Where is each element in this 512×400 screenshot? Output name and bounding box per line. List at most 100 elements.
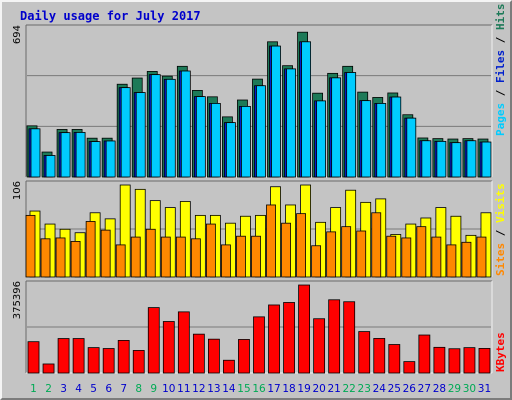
visits-panel-sites-bar-24 xyxy=(371,212,382,278)
day-label-4: 4 xyxy=(75,383,82,395)
side-legend-part: Files xyxy=(494,50,507,83)
kbytes-panel-kbytes-bar-9 xyxy=(147,307,160,374)
hits-panel-hits-bar-9 xyxy=(150,74,161,178)
visits-panel-sites-bar-8 xyxy=(130,236,141,278)
visits-panel-sites-bar-19 xyxy=(296,213,306,278)
day-label-6: 6 xyxy=(105,383,112,395)
side-legend-part: Visits xyxy=(494,183,507,223)
day-label-8: 8 xyxy=(135,383,142,395)
visits-panel-sites-bar-18 xyxy=(281,222,291,278)
day-label-2: 2 xyxy=(45,383,52,395)
visits-panel-sites-bar-28 xyxy=(431,236,442,278)
visits-panel-sites-bar-25 xyxy=(386,235,397,278)
day-label-12: 12 xyxy=(192,383,205,395)
visits-panel-sites-bar-15 xyxy=(236,235,246,278)
day-label-14: 14 xyxy=(222,383,236,395)
kbytes-panel-kbytes-bar-8 xyxy=(132,350,145,374)
day-label-28: 28 xyxy=(433,383,446,395)
chart-title: Daily usage for July 2017 xyxy=(20,9,201,23)
side-legend-hits: Pages / Files / Hits xyxy=(494,4,507,137)
visits-panel-sites-bar-26 xyxy=(401,237,412,278)
side-legend-part: Pages xyxy=(494,103,507,136)
day-label-5: 5 xyxy=(90,383,97,395)
hits-panel-hits-bar-17 xyxy=(271,45,281,178)
day-label-26: 26 xyxy=(403,383,417,395)
kbytes-panel-kbytes-bar-20 xyxy=(313,318,326,374)
visits-panel-sites-bar-27 xyxy=(416,226,427,278)
kbytes-panel-kbytes-bar-23 xyxy=(358,331,371,374)
kbytes-panel-kbytes-bar-10 xyxy=(162,321,175,374)
visits-panel-sites-bar-21 xyxy=(326,231,337,278)
day-label-24: 24 xyxy=(373,383,387,395)
hits-panel-hits-bar-26 xyxy=(406,117,417,178)
kbytes-panel-kbytes-bar-15 xyxy=(238,339,250,374)
day-label-20: 20 xyxy=(312,383,325,395)
visits-panel-sites-bar-3 xyxy=(55,237,66,278)
day-label-29: 29 xyxy=(448,383,461,395)
visits-panel-sites-bar-9 xyxy=(145,228,156,278)
hits-panel-hits-bar-1 xyxy=(30,128,41,178)
day-label-21: 21 xyxy=(327,383,340,395)
hits-panel-max-label: 694 xyxy=(12,25,23,44)
kbytes-panel-kbytes-bar-28 xyxy=(433,346,446,374)
visits-panel-sites-bar-12 xyxy=(190,238,201,278)
hits-panel-hits-bar-18 xyxy=(286,68,296,178)
visits-panel-sites-bar-23 xyxy=(356,230,367,278)
kbytes-panel-kbytes-bar-29 xyxy=(448,348,461,374)
day-label-31: 31 xyxy=(478,383,491,395)
hits-panel-hits-bar-2 xyxy=(45,155,56,178)
kbytes-panel-kbytes-bar-24 xyxy=(373,338,386,374)
visits-panel-sites-bar-14 xyxy=(221,244,231,278)
visits-panel-sites-bar-20 xyxy=(311,245,322,278)
side-legend-part: Sites xyxy=(494,243,507,276)
hits-panel-hits-bar-4 xyxy=(75,132,86,178)
day-label-3: 3 xyxy=(60,383,67,395)
hits-panel-hits-bar-23 xyxy=(361,100,372,178)
side-legend-kbytes: KBytes xyxy=(494,332,507,372)
hits-panel-hits-bar-11 xyxy=(180,70,191,178)
kbytes-panel-kbytes-bar-17 xyxy=(268,304,280,374)
hits-panel-hits-bar-7 xyxy=(120,87,131,178)
kbytes-panel-kbytes-bar-11 xyxy=(177,311,190,374)
hits-panel-hits-bar-10 xyxy=(165,78,176,178)
visits-panel-sites-bar-1 xyxy=(25,214,36,278)
side-legend-part: / xyxy=(494,83,507,103)
visits-panel-sites-bar-2 xyxy=(40,238,51,278)
day-label-15: 15 xyxy=(237,383,250,395)
hits-panel-hits-bar-29 xyxy=(451,142,462,178)
kbytes-panel-kbytes-bar-1 xyxy=(27,341,40,374)
kbytes-panel-kbytes-bar-6 xyxy=(102,348,115,374)
day-label-1: 1 xyxy=(30,383,37,395)
visits-panel-sites-bar-5 xyxy=(85,221,96,278)
day-label-13: 13 xyxy=(207,383,220,395)
day-label-11: 11 xyxy=(177,383,190,395)
hits-panel-hits-bar-14 xyxy=(226,122,236,178)
kbytes-panel-kbytes-bar-7 xyxy=(117,340,130,374)
kbytes-panel-kbytes-bar-25 xyxy=(388,344,401,374)
kbytes-panel-kbytes-bar-2 xyxy=(42,363,55,374)
day-label-9: 9 xyxy=(150,383,157,395)
kbytes-panel-kbytes-bar-12 xyxy=(192,333,205,374)
day-label-30: 30 xyxy=(463,383,476,395)
kbytes-panel-kbytes-bar-3 xyxy=(57,338,70,374)
hits-panel-hits-bar-21 xyxy=(331,77,342,178)
day-label-18: 18 xyxy=(282,383,295,395)
day-label-23: 23 xyxy=(358,383,371,395)
kbytes-panel-kbytes-bar-4 xyxy=(72,338,85,374)
hits-panel-hits-bar-30 xyxy=(466,140,477,178)
side-legend-part: Hits xyxy=(494,4,507,31)
day-label-22: 22 xyxy=(343,383,356,395)
hits-panel-hits-bar-8 xyxy=(135,92,146,178)
day-label-27: 27 xyxy=(418,383,431,395)
day-label-17: 17 xyxy=(267,383,280,395)
visits-panel-sites-bar-22 xyxy=(341,226,352,278)
kbytes-panel-kbytes-bar-5 xyxy=(87,347,100,374)
side-legend-part: / xyxy=(494,223,507,243)
visits-panel-sites-bar-11 xyxy=(175,236,186,278)
visits-panel-max-label: 106 xyxy=(12,181,23,200)
hits-panel-hits-bar-16 xyxy=(256,85,266,178)
kbytes-panel-kbytes-bar-22 xyxy=(343,301,356,374)
hits-panel-hits-bar-27 xyxy=(421,140,432,178)
visits-panel-sites-bar-29 xyxy=(446,244,457,278)
kbytes-panel-kbytes-bar-30 xyxy=(463,347,476,374)
